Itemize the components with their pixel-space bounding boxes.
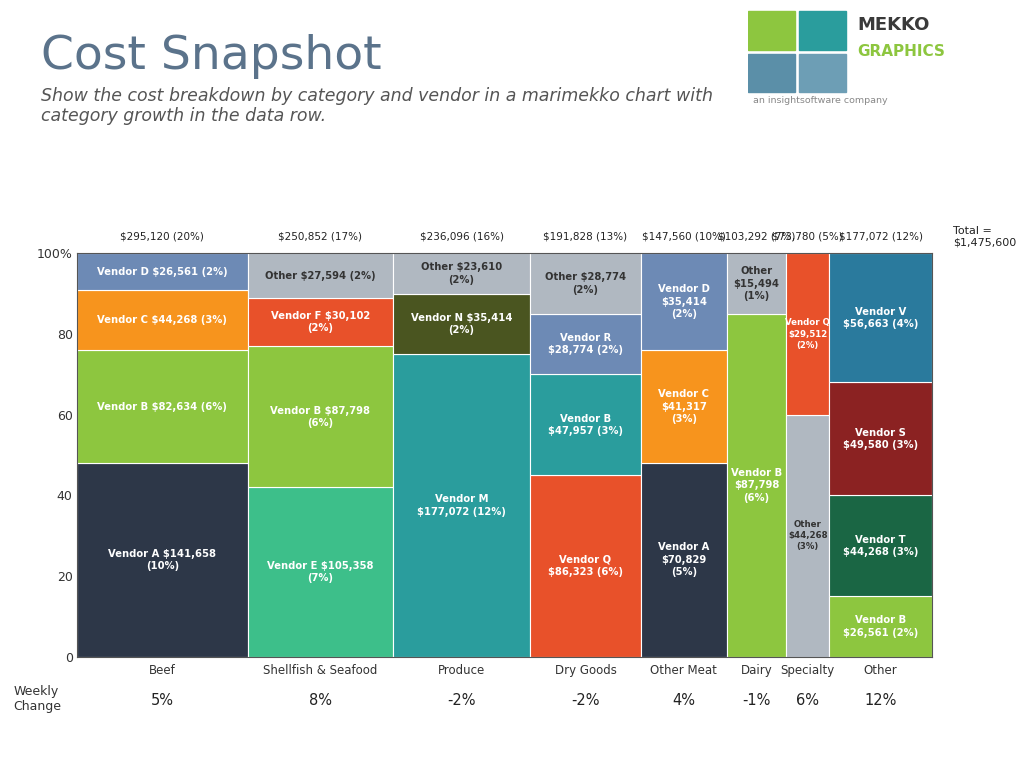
Bar — [530, 374, 641, 475]
Text: -2%: -2% — [447, 694, 476, 708]
Text: Vendor V
$56,663 (4%): Vendor V $56,663 (4%) — [843, 306, 919, 329]
Bar — [530, 314, 641, 374]
Text: Vendor R
$28,774 (2%): Vendor R $28,774 (2%) — [548, 333, 623, 356]
Text: -2%: -2% — [571, 694, 600, 708]
Bar — [786, 253, 829, 415]
Text: Show the cost breakdown by category and vendor in a marimekko chart with
categor: Show the cost breakdown by category and … — [41, 87, 713, 125]
Text: $103,292 (7%): $103,292 (7%) — [718, 232, 796, 242]
Bar — [248, 487, 393, 657]
Text: Vendor Q
$86,323 (6%): Vendor Q $86,323 (6%) — [548, 554, 623, 577]
Text: $177,072 (12%): $177,072 (12%) — [839, 232, 923, 242]
Bar — [248, 298, 393, 346]
Text: Vendor N $35,414
(2%): Vendor N $35,414 (2%) — [411, 313, 512, 335]
Text: Vendor D
$35,414
(2%): Vendor D $35,414 (2%) — [658, 284, 710, 319]
Bar — [393, 354, 530, 657]
Text: Vendor B
$26,561 (2%): Vendor B $26,561 (2%) — [843, 615, 919, 637]
Text: GRAPHICS: GRAPHICS — [858, 45, 945, 59]
Bar — [829, 382, 932, 495]
Text: an insightsoftware company: an insightsoftware company — [753, 96, 887, 105]
Text: 12%: 12% — [864, 694, 897, 708]
Text: Cost Snapshot: Cost Snapshot — [41, 35, 382, 79]
Text: $236,096 (16%): $236,096 (16%) — [420, 232, 504, 242]
Bar — [748, 12, 795, 50]
Text: Other $23,610
(2%): Other $23,610 (2%) — [421, 263, 502, 285]
Bar — [393, 253, 530, 294]
Bar — [786, 415, 829, 657]
Text: Vendor B $87,798
(6%): Vendor B $87,798 (6%) — [270, 406, 371, 428]
Text: -1%: -1% — [742, 694, 771, 708]
Bar — [641, 463, 727, 657]
Text: Vendor D $26,561 (2%): Vendor D $26,561 (2%) — [97, 266, 227, 276]
Text: Vendor M
$177,072 (12%): Vendor M $177,072 (12%) — [417, 495, 506, 517]
Bar — [77, 253, 248, 290]
Bar — [799, 54, 846, 92]
Text: $191,828 (13%): $191,828 (13%) — [544, 232, 628, 242]
Bar — [799, 12, 846, 50]
Text: Vendor C
$41,317
(3%): Vendor C $41,317 (3%) — [658, 389, 710, 424]
Text: Other $27,594 (2%): Other $27,594 (2%) — [265, 270, 376, 280]
Bar — [829, 253, 932, 382]
Text: Vendor C $44,268 (3%): Vendor C $44,268 (3%) — [97, 315, 227, 325]
Text: Vendor B $82,634 (6%): Vendor B $82,634 (6%) — [97, 402, 227, 412]
Text: Total =
$1,475,600: Total = $1,475,600 — [953, 226, 1017, 247]
Text: Other $28,774
(2%): Other $28,774 (2%) — [545, 273, 626, 295]
Bar — [641, 253, 727, 350]
Bar — [248, 253, 393, 298]
Text: 5%: 5% — [151, 694, 174, 708]
Text: Vendor S
$49,580 (3%): Vendor S $49,580 (3%) — [843, 428, 919, 450]
Bar — [727, 253, 786, 314]
Bar — [393, 294, 530, 354]
Text: 6%: 6% — [797, 694, 819, 708]
Bar — [829, 495, 932, 596]
Text: MEKKO: MEKKO — [858, 16, 930, 35]
Bar — [77, 350, 248, 463]
Bar — [248, 346, 393, 487]
Text: Vendor T
$44,268 (3%): Vendor T $44,268 (3%) — [843, 535, 919, 557]
Text: Vendor A $141,658
(10%): Vendor A $141,658 (10%) — [109, 548, 216, 571]
Text: Other
$15,494
(1%): Other $15,494 (1%) — [733, 266, 779, 301]
Text: $295,120 (20%): $295,120 (20%) — [121, 232, 204, 242]
Text: Vendor Q
$29,512
(2%): Vendor Q $29,512 (2%) — [785, 319, 830, 349]
Text: $73,780 (5%): $73,780 (5%) — [772, 232, 843, 242]
Text: Vendor A
$70,829
(5%): Vendor A $70,829 (5%) — [658, 542, 710, 578]
Bar — [530, 253, 641, 314]
Text: $250,852 (17%): $250,852 (17%) — [279, 232, 362, 242]
Text: 8%: 8% — [309, 694, 332, 708]
Text: 4%: 4% — [673, 694, 695, 708]
Text: Vendor B
$47,957 (3%): Vendor B $47,957 (3%) — [548, 414, 623, 436]
Text: Vendor B
$87,798
(6%): Vendor B $87,798 (6%) — [731, 468, 782, 503]
Bar — [748, 54, 795, 92]
Text: Vendor F $30,102
(2%): Vendor F $30,102 (2%) — [271, 311, 370, 333]
Bar — [727, 314, 786, 657]
Text: $147,560 (10%): $147,560 (10%) — [642, 232, 726, 242]
Text: Other
$44,268
(3%): Other $44,268 (3%) — [788, 520, 827, 551]
Bar — [77, 463, 248, 657]
Bar — [641, 350, 727, 463]
Bar — [829, 596, 932, 657]
Bar — [77, 290, 248, 350]
Bar — [530, 475, 641, 657]
Text: Vendor E $105,358
(7%): Vendor E $105,358 (7%) — [267, 561, 374, 583]
Text: Weekly
Change: Weekly Change — [13, 685, 61, 713]
